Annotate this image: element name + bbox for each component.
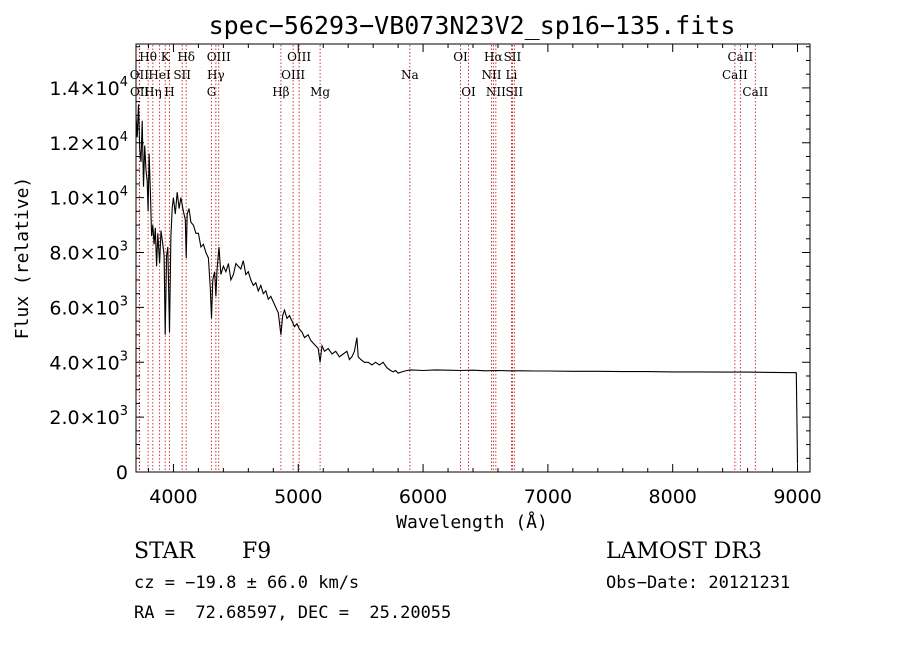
y-tick-label-5: 1.0×104 [49,185,128,210]
line-marker-label-23: Li [506,68,518,82]
line-marker-label-25: CaII [727,50,753,64]
y-tick-mantissa-2: 4.0×10 [49,352,119,374]
x-tick-label-4: 8000 [649,486,697,508]
y-tick-exponent-1: 3 [120,404,128,419]
line-marker-label-19: Hα [484,50,503,64]
obs-date-label: Obs−Date: 20121231 [606,573,791,593]
line-marker-label-20: NII [481,68,501,82]
line-marker-label-17: OI [453,50,468,64]
line-marker-label-1: OII [130,68,150,82]
line-marker-label-26: CaII [722,68,748,82]
object-class-label: STAR [134,539,195,564]
flux-series-line [135,104,799,464]
coordinates-label: RA = 72.68597, DEC = 25.20055 [134,603,452,623]
x-tick-label-2: 6000 [399,486,447,508]
line-marker-label-3: OII [130,85,150,99]
y-tick-label-6: 1.2×104 [49,130,128,155]
x-tick-label-1: 5000 [274,486,322,508]
y-tick-exponent-7: 4 [120,75,128,90]
line-marker-label-18: OI [461,85,476,99]
y-tick-label-0: 0 [116,462,128,484]
y-tick-mantissa-6: 1.2×10 [49,133,119,155]
y-tick-mantissa-5: 1.0×10 [49,188,119,210]
emission-line-markers [138,45,756,471]
y-tick-exponent-6: 4 [120,130,128,145]
line-marker-label-21: NII [486,85,506,99]
line-marker-label-16: Na [401,68,419,82]
line-marker-label-9: OIII [207,50,231,64]
line-marker-label-5: K [161,50,171,64]
line-marker-label-8: Hδ [177,50,195,64]
x-axis-label: Wavelength (Å) [396,511,548,533]
y-tick-mantissa-7: 1.4×10 [49,78,119,100]
line-marker-label-0: Hθ [139,50,157,64]
object-subclass-label: F9 [242,539,272,564]
line-marker-label-10: Hγ [207,68,225,82]
y-axis-ticks: 02.0×1034.0×1036.0×1038.0×1031.0×1041.2×… [49,46,810,484]
y-tick-exponent-2: 3 [120,349,128,364]
line-marker-label-13: OIII [287,50,311,64]
y-tick-label-7: 1.4×104 [49,75,128,100]
y-tick-label-4: 8.0×103 [49,240,128,265]
line-marker-label-14: OIII [281,68,305,82]
line-marker-label-27: CaII [742,85,768,99]
line-marker-label-15: Mg [310,85,330,99]
line-marker-label-2: Hη [144,85,162,99]
y-tick-label-3: 6.0×103 [49,294,128,319]
survey-label: LAMOST DR3 [606,539,762,564]
y-tick-mantissa-4: 8.0×10 [49,243,119,265]
x-tick-label-3: 7000 [524,486,572,508]
y-tick-mantissa-1: 2.0×10 [49,407,119,429]
line-marker-label-11: G [207,85,217,99]
plot-frame [135,43,811,473]
y-tick-mantissa-3: 6.0×10 [49,297,119,319]
x-tick-label-5: 9000 [773,486,821,508]
x-tick-label-0: 4000 [149,486,197,508]
y-tick-exponent-5: 4 [120,185,128,200]
chart-title: spec−56293−VB073N23V2_sp16−135.fits [209,11,736,40]
line-marker-label-12: Hβ [272,85,289,99]
y-tick-exponent-4: 3 [120,240,128,255]
line-marker-label-24: SII [505,85,523,99]
y-tick-label-2: 4.0×103 [49,349,128,374]
line-marker-label-4: HeI [148,68,171,82]
y-tick-label-1: 2.0×103 [49,404,128,429]
y-tick-mantissa-0: 0 [116,462,128,484]
y-axis-label: Flux (relative) [12,177,33,340]
line-marker-label-7: SII [173,68,191,82]
redshift-label: cz = −19.8 ± 66.0 km/s [134,573,360,593]
line-marker-label-6: H [164,85,174,99]
y-tick-exponent-3: 3 [120,294,128,309]
x-axis-ticks: 4000 5000 6000 7000 8000 9000 [147,44,822,508]
line-marker-label-22: SII [504,50,522,64]
